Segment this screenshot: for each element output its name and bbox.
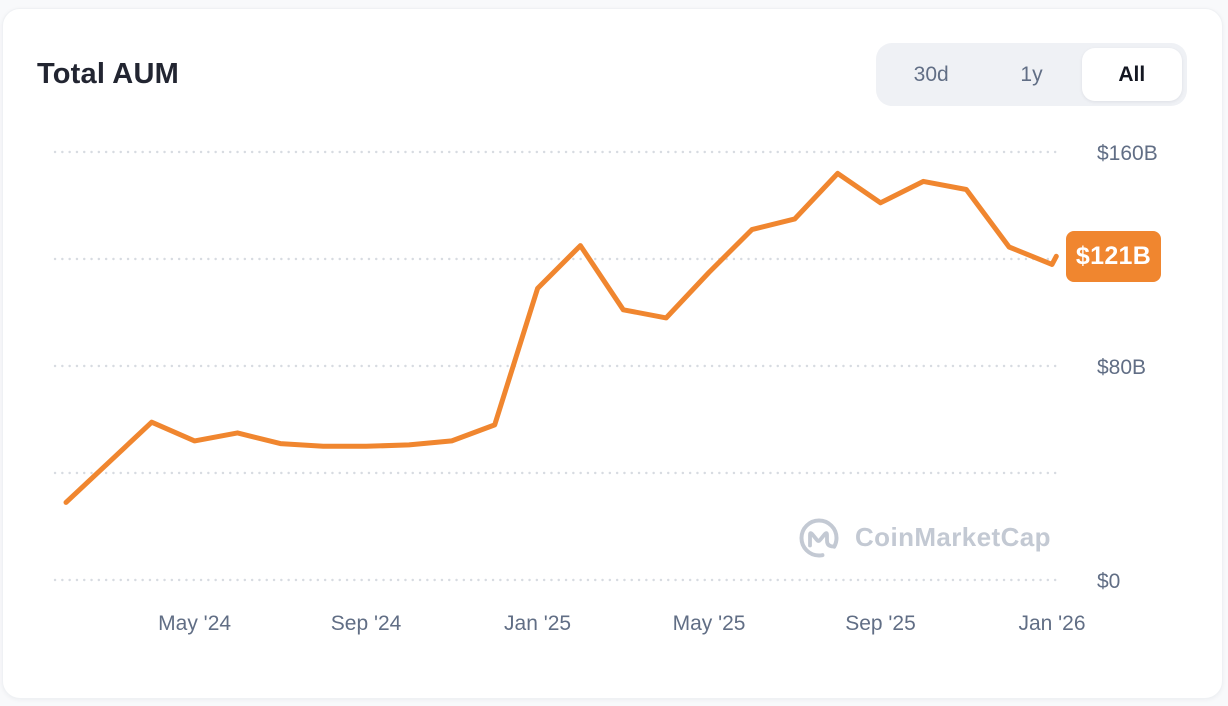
x-axis-label-sep24: Sep '24 <box>330 612 402 635</box>
aum-line-series <box>63 170 1059 505</box>
coinmarketcap-logo-icon <box>799 518 839 557</box>
total-aum-card <box>2 8 1223 699</box>
x-axis-label-jan26: Jan '26 <box>1018 612 1086 635</box>
last-value-badge: $121B <box>1066 230 1161 282</box>
range-button-30d[interactable]: 30d <box>881 48 981 101</box>
coinmarketcap-watermark: CoinMarketCap <box>797 514 1051 561</box>
y-axis-label-160: $160B <box>1097 142 1158 165</box>
x-axis-label-may25: May '25 <box>672 612 746 635</box>
x-axis-label-may24: May '24 <box>158 612 232 635</box>
time-range-toggle: 30d 1y All <box>876 43 1187 106</box>
range-button-1y[interactable]: 1y <box>981 48 1081 101</box>
x-axis-label-jan25: Jan '25 <box>504 612 572 635</box>
y-axis-label-0: $0 <box>1097 570 1121 593</box>
y-axis-label-80: $80B <box>1097 356 1147 379</box>
x-axis-label-sep25: Sep '25 <box>845 612 916 635</box>
range-button-all[interactable]: All <box>1081 48 1182 101</box>
watermark-text: CoinMarketCap <box>855 522 1051 552</box>
page-title: Total AUM <box>37 58 179 90</box>
